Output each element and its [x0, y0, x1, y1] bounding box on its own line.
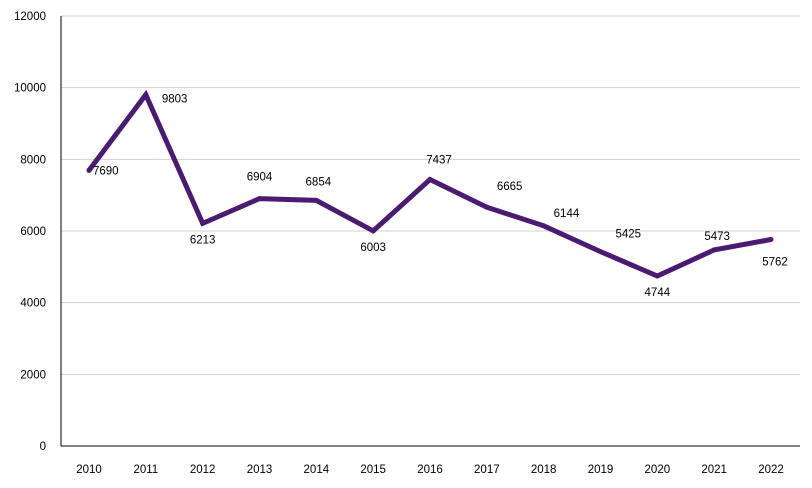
data-point: [711, 247, 717, 253]
data-label: 7437: [426, 155, 452, 167]
data-point: [143, 92, 149, 98]
x-tick-label: 2010: [76, 464, 102, 476]
data-point: [313, 197, 319, 203]
data-point: [484, 204, 490, 210]
x-tick-label: 2017: [474, 464, 500, 476]
x-tick-label: 2011: [133, 464, 158, 476]
x-tick-label: 2016: [417, 464, 443, 476]
data-point: [541, 223, 547, 229]
x-tick-label: 2018: [531, 464, 557, 476]
x-tick-label: 2020: [645, 464, 671, 476]
series-line: [87, 89, 772, 279]
y-tick-label: 12000: [14, 11, 46, 23]
data-label: 9803: [162, 94, 188, 106]
x-tick-label: 2015: [360, 464, 386, 476]
data-point: [200, 220, 206, 226]
data-label: 5425: [616, 229, 642, 241]
data-label: 6003: [360, 242, 386, 254]
y-tick-label: 2000: [20, 369, 46, 381]
data-label: 4744: [645, 287, 671, 299]
data-point: [768, 237, 774, 243]
y-tick-label: 10000: [14, 83, 46, 95]
data-label: 6213: [190, 234, 216, 246]
x-tick-label: 2022: [758, 464, 784, 476]
data-label: 5473: [704, 231, 730, 243]
x-tick-label: 2012: [190, 464, 216, 476]
data-label: 6144: [554, 208, 580, 220]
data-label: 5762: [762, 257, 788, 269]
data-label: 6665: [497, 181, 523, 193]
data-label: 6854: [306, 176, 332, 188]
x-tick-label: 2019: [588, 464, 614, 476]
x-tick-label: 2013: [247, 464, 273, 476]
x-axis-tick-labels: 2010 2011 2012 2013 2014 2015 2016 2017 2018 2019…: [76, 464, 784, 476]
data-point: [370, 228, 376, 234]
series-layer: [86, 89, 774, 279]
y-tick-label: 0: [40, 441, 46, 453]
gridlines: [61, 15, 800, 375]
x-tick-label: 2021: [701, 464, 727, 476]
y-axis-tick-labels: 0 2000 4000 6000 8000 10000 12000: [14, 11, 46, 453]
y-tick-label: 6000: [20, 226, 46, 238]
data-labels: 7690 9803 6213 6904 6854 6003 7437 6665 6144 5425…: [93, 94, 788, 299]
data-point: [86, 167, 92, 173]
y-tick-label: 8000: [20, 154, 46, 166]
axes: [60, 16, 800, 447]
data-point: [257, 196, 262, 202]
y-tick-label: 4000: [20, 298, 46, 310]
data-point: [427, 177, 433, 183]
data-point: [598, 249, 603, 255]
data-point: [654, 273, 660, 279]
data-label: 6904: [247, 172, 273, 184]
x-tick-label: 2014: [304, 464, 330, 476]
data-label: 7690: [93, 165, 119, 177]
